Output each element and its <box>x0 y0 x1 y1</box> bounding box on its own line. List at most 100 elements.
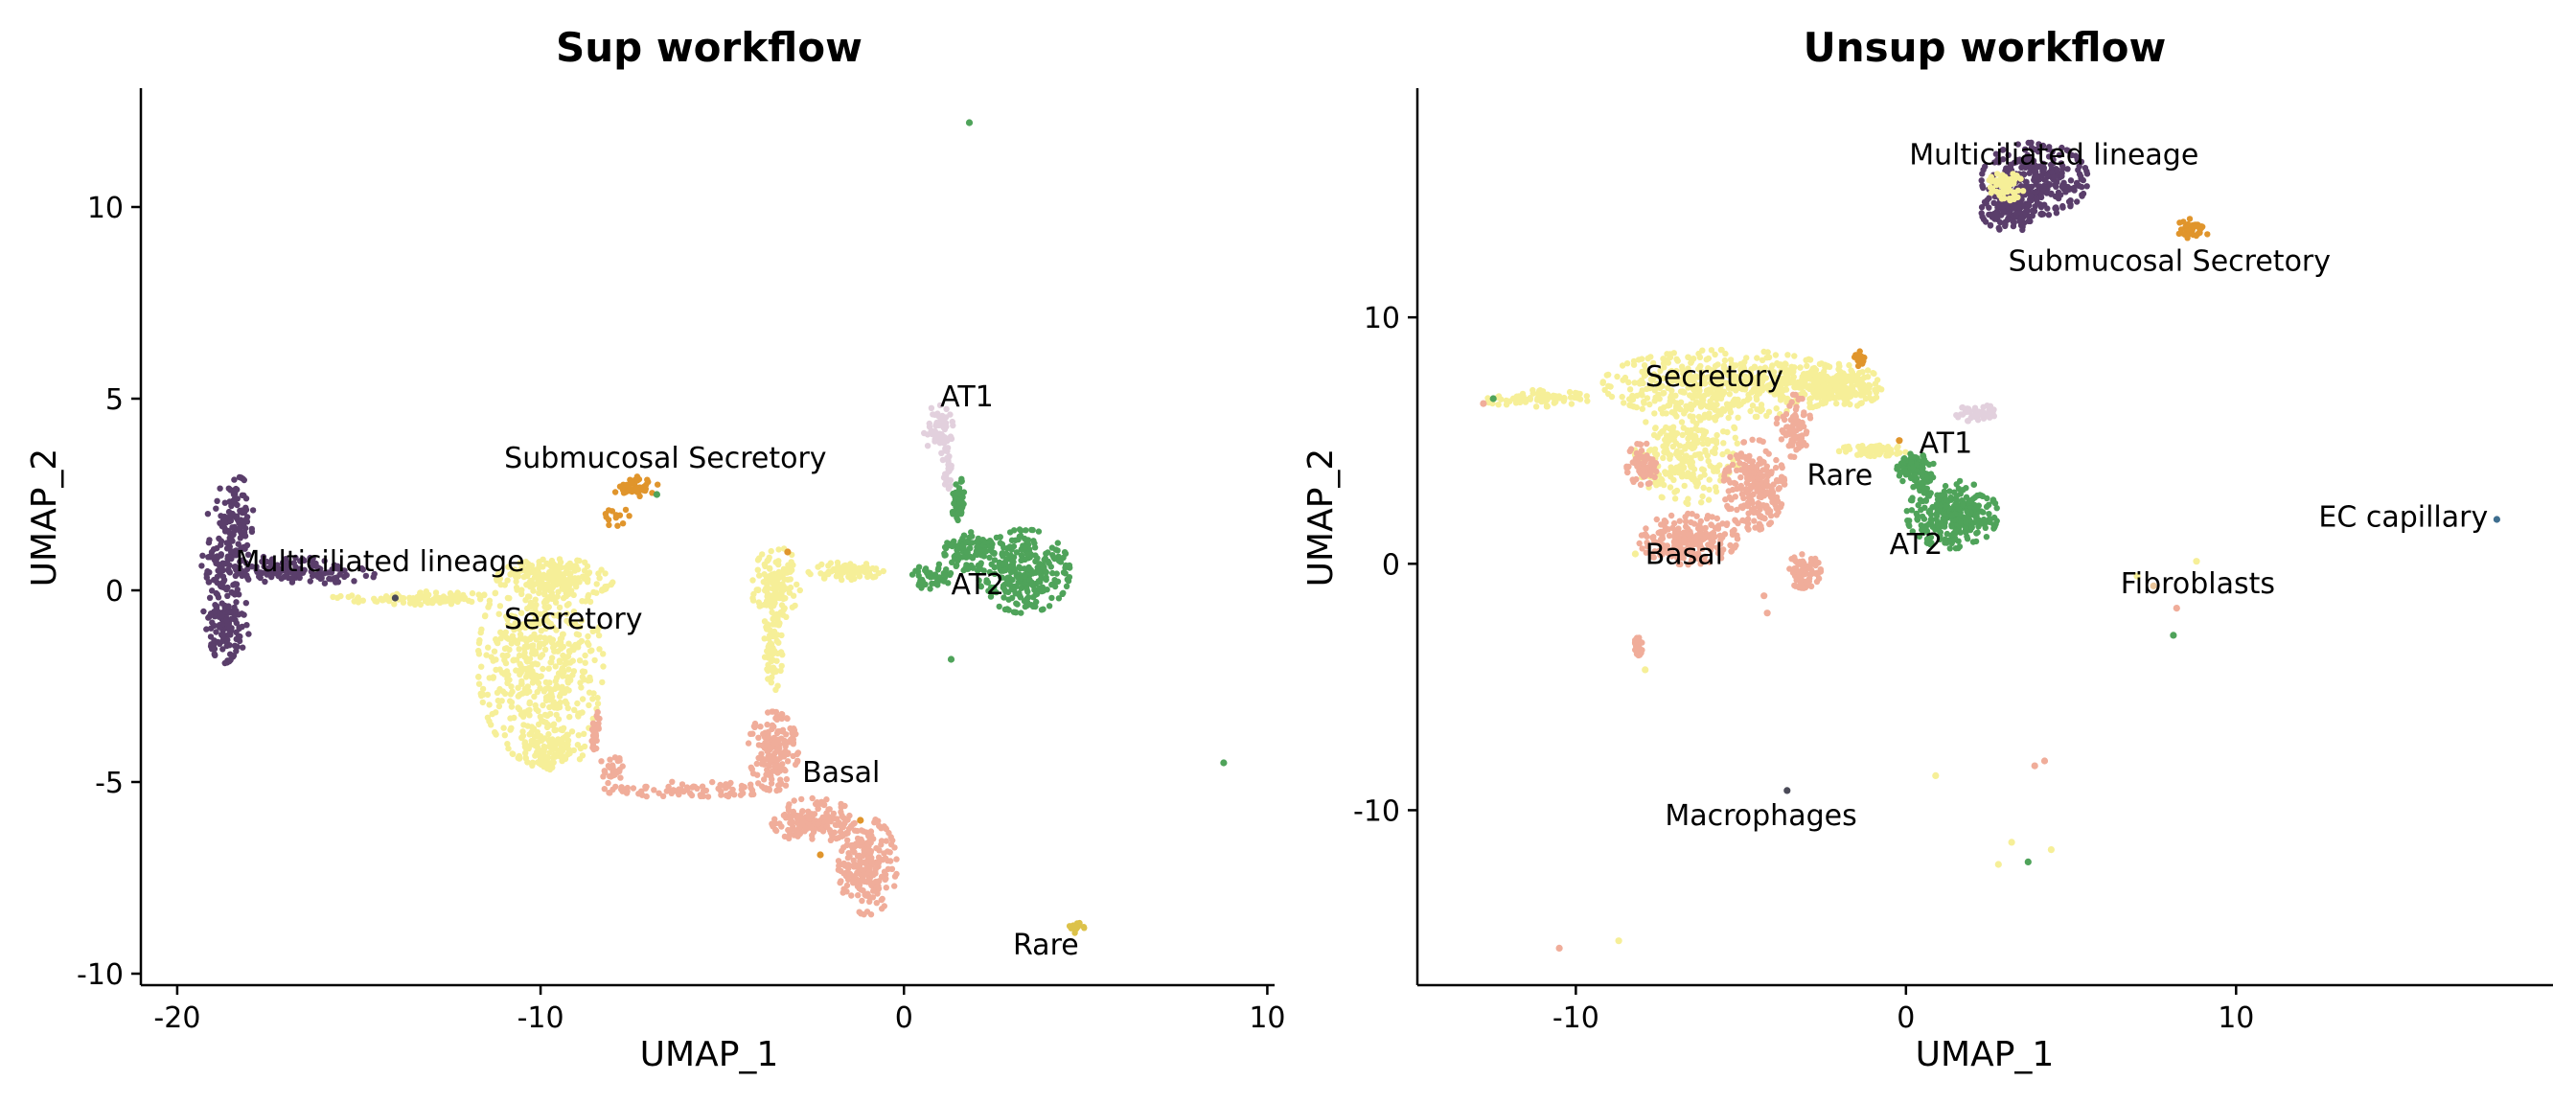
data-point <box>579 752 586 759</box>
data-point <box>966 545 973 552</box>
data-point <box>1728 496 1735 503</box>
data-point <box>218 513 224 519</box>
data-point <box>2015 204 2022 211</box>
data-point <box>749 594 756 602</box>
data-point <box>1498 396 1505 402</box>
data-point <box>1605 382 1612 389</box>
data-point <box>2067 177 2075 184</box>
data-point <box>533 571 540 578</box>
data-point <box>410 595 417 602</box>
data-point <box>2042 176 2049 183</box>
data-point <box>1049 569 1056 577</box>
data-point <box>947 411 954 418</box>
data-point <box>757 724 764 730</box>
data-point <box>221 499 228 506</box>
data-point <box>1740 398 1747 405</box>
data-point <box>602 570 609 577</box>
data-point <box>510 570 517 577</box>
data-point <box>893 856 900 862</box>
data-point <box>576 657 584 664</box>
data-point <box>865 856 873 863</box>
data-point <box>237 535 243 541</box>
data-point <box>1584 398 1591 404</box>
data-point <box>1630 357 1638 365</box>
data-point <box>772 739 779 747</box>
data-point <box>2036 184 2043 191</box>
data-point <box>611 489 619 495</box>
data-point <box>606 521 612 529</box>
data-point <box>636 493 643 499</box>
data-point <box>552 663 559 670</box>
data-point <box>778 662 785 670</box>
cluster-label-rare: Rare <box>1013 929 1079 962</box>
data-point <box>622 506 630 514</box>
data-point <box>570 608 578 615</box>
data-point <box>876 878 883 885</box>
data-point <box>944 454 951 462</box>
y-axis-label: UMAP_2 <box>1301 448 1341 587</box>
data-point <box>786 835 793 841</box>
data-point <box>756 572 763 579</box>
outlier-point <box>391 594 399 602</box>
data-point <box>546 568 553 576</box>
data-point <box>1639 405 1646 412</box>
y-tick-label: 5 <box>105 383 124 417</box>
data-point <box>475 647 482 655</box>
data-point <box>1534 390 1542 397</box>
data-point <box>521 654 528 660</box>
data-point <box>600 651 607 657</box>
data-point <box>1567 394 1575 401</box>
data-point <box>1046 560 1052 566</box>
data-point <box>2029 213 2036 219</box>
data-point <box>267 560 274 567</box>
data-point <box>370 574 377 581</box>
data-point <box>212 577 218 584</box>
data-point <box>1550 392 1557 399</box>
data-point <box>793 730 799 738</box>
data-point <box>2012 175 2018 183</box>
data-point <box>586 674 593 681</box>
point-layer <box>198 119 1228 936</box>
data-point <box>2000 156 2007 163</box>
data-point <box>1048 594 1055 602</box>
data-point <box>479 685 487 693</box>
data-point <box>520 722 527 728</box>
data-point <box>770 724 777 730</box>
data-point <box>1724 428 1731 436</box>
data-point <box>1712 417 1719 424</box>
data-point <box>932 438 938 445</box>
data-point <box>2065 148 2072 154</box>
data-point <box>830 810 838 817</box>
data-point <box>543 724 551 731</box>
data-point <box>2019 226 2026 234</box>
data-point <box>1556 394 1563 401</box>
data-point <box>927 586 933 592</box>
data-point <box>955 509 962 517</box>
data-point <box>1608 393 1616 401</box>
data-point <box>767 565 773 572</box>
data-point <box>579 668 586 675</box>
data-point <box>769 822 776 829</box>
data-point <box>521 645 528 652</box>
data-point <box>1681 455 1689 462</box>
data-point <box>504 741 511 748</box>
data-point <box>1860 390 1868 398</box>
data-point <box>562 654 568 660</box>
data-point <box>560 735 566 742</box>
data-point <box>292 554 299 562</box>
data-point <box>1849 375 1855 382</box>
data-point <box>2035 149 2042 155</box>
data-point <box>1849 382 1855 389</box>
data-point <box>540 702 546 709</box>
data-point <box>562 755 569 762</box>
data-point <box>475 674 482 680</box>
data-point <box>986 568 994 576</box>
data-point <box>217 640 223 647</box>
data-point <box>214 603 220 610</box>
data-point <box>1666 402 1673 408</box>
data-point <box>844 816 851 823</box>
data-point <box>1614 373 1621 380</box>
data-point <box>762 785 770 792</box>
data-point <box>1013 549 1021 556</box>
data-point <box>2204 231 2211 238</box>
